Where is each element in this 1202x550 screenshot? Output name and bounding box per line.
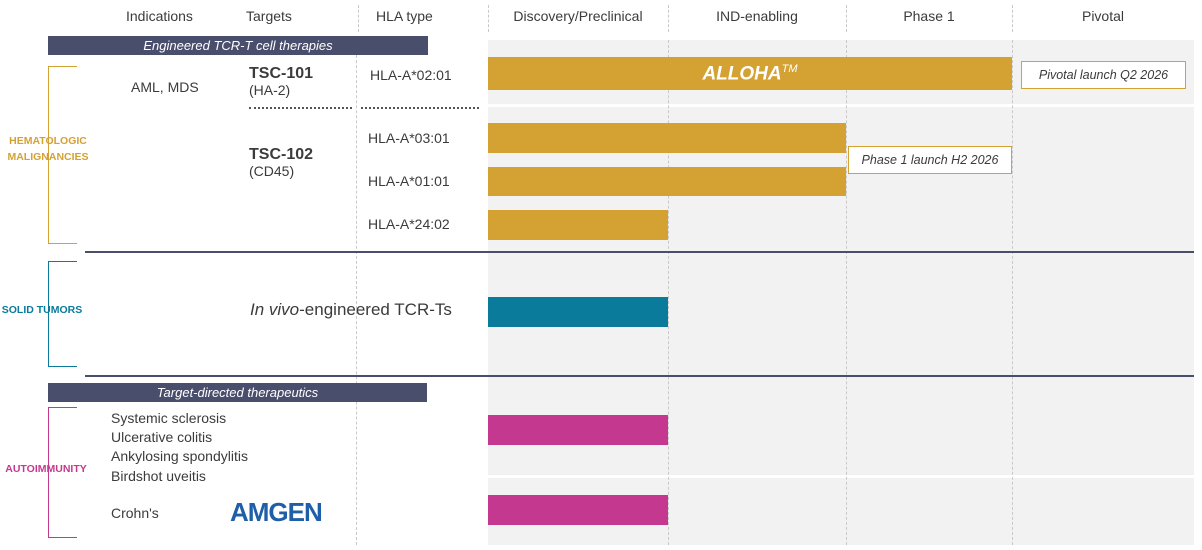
program-in-vivo-tcr-t: In vivo-engineered TCR-Ts bbox=[250, 300, 452, 320]
header-stage-pivotal: Pivotal bbox=[1081, 8, 1125, 24]
header-stage-discovery: Discovery/Preclinical bbox=[513, 8, 643, 24]
header-divider bbox=[846, 5, 847, 32]
hla-type: HLA-A*24:02 bbox=[368, 216, 450, 232]
pipeline-bar-hla-a0301 bbox=[488, 123, 846, 153]
alloha-trademark: TM bbox=[781, 63, 798, 75]
target-sub-tsc102: (CD45) bbox=[249, 163, 295, 179]
program-in-vivo-rest: -engineered TCR-Ts bbox=[299, 300, 452, 319]
target-name-tsc102: TSC-102 bbox=[249, 146, 314, 163]
header-divider bbox=[1012, 5, 1013, 32]
category-bracket-auto bbox=[48, 407, 77, 538]
amgen-logo: AMGEN bbox=[230, 497, 323, 527]
target-sub-tsc101: (HA-2) bbox=[249, 82, 291, 98]
indication-item: Birdshot uveitis bbox=[111, 468, 206, 484]
header-divider bbox=[668, 5, 669, 32]
stage-gridline bbox=[1012, 40, 1013, 545]
stage-area-background bbox=[488, 40, 1194, 545]
indication-crohns: Crohn's bbox=[111, 505, 159, 521]
header-stage-phase1: Phase 1 bbox=[903, 8, 955, 24]
pipeline-bar-tsc101: ALLOHATM bbox=[488, 57, 1012, 90]
indication-item: Ankylosing spondylitis bbox=[111, 448, 248, 464]
category-label-heme: HEMATOLOGIC MALIGNANCIES bbox=[7, 135, 89, 163]
header-hla-type: HLA type bbox=[376, 8, 433, 24]
section-divider bbox=[85, 251, 1194, 253]
header-stage-ind: IND-enabling bbox=[716, 8, 798, 24]
hla-type: HLA-A*02:01 bbox=[370, 67, 452, 83]
row-separator bbox=[488, 475, 1194, 478]
category-label-auto: AUTOIMMUNITY bbox=[5, 463, 87, 475]
pipeline-bar-hla-a2402 bbox=[488, 210, 668, 240]
program-in-vivo-italic: In vivo bbox=[250, 300, 300, 319]
pipeline-bar-hla-a0101 bbox=[488, 167, 846, 196]
indication-item: Ulcerative colitis bbox=[111, 429, 213, 445]
alloha-label: ALLOHATM bbox=[488, 63, 1012, 85]
note-phase1-launch: Phase 1 launch H2 2026 bbox=[848, 146, 1012, 174]
category-label-solid: SOLID TUMORS bbox=[1, 304, 83, 316]
header-divider bbox=[488, 5, 489, 32]
section-banner-tcr: Engineered TCR-T cell therapies bbox=[48, 36, 428, 55]
header-targets: Targets bbox=[246, 8, 292, 24]
stage-gridline bbox=[846, 40, 847, 545]
target-divider bbox=[361, 107, 479, 109]
pipeline-bar-autoimmunity-2 bbox=[488, 495, 668, 525]
indication-aml-mds: AML, MDS bbox=[131, 79, 199, 95]
note-pivotal-launch: Pivotal launch Q2 2026 bbox=[1021, 61, 1186, 89]
category-bracket-solid bbox=[48, 261, 77, 367]
section-banner-target-directed: Target-directed therapeutics bbox=[48, 383, 427, 402]
header-divider bbox=[358, 5, 359, 32]
target-name-tsc101: TSC-101 bbox=[249, 65, 314, 82]
hla-type: HLA-A*03:01 bbox=[368, 130, 450, 146]
indication-item: Systemic sclerosis bbox=[111, 410, 227, 426]
hla-type: HLA-A*01:01 bbox=[368, 173, 450, 189]
target-divider bbox=[249, 107, 352, 109]
stage-gridline bbox=[668, 40, 669, 545]
section-divider bbox=[85, 375, 1194, 377]
pipeline-bar-autoimmunity-1 bbox=[488, 415, 668, 445]
alloha-brand: ALLOHA bbox=[702, 63, 782, 85]
category-bracket-heme bbox=[48, 66, 77, 244]
row-separator bbox=[488, 104, 1194, 107]
header-indications: Indications bbox=[126, 8, 193, 24]
hla-column-gridline bbox=[356, 40, 357, 545]
pipeline-bar-solid-tumors bbox=[488, 297, 668, 327]
